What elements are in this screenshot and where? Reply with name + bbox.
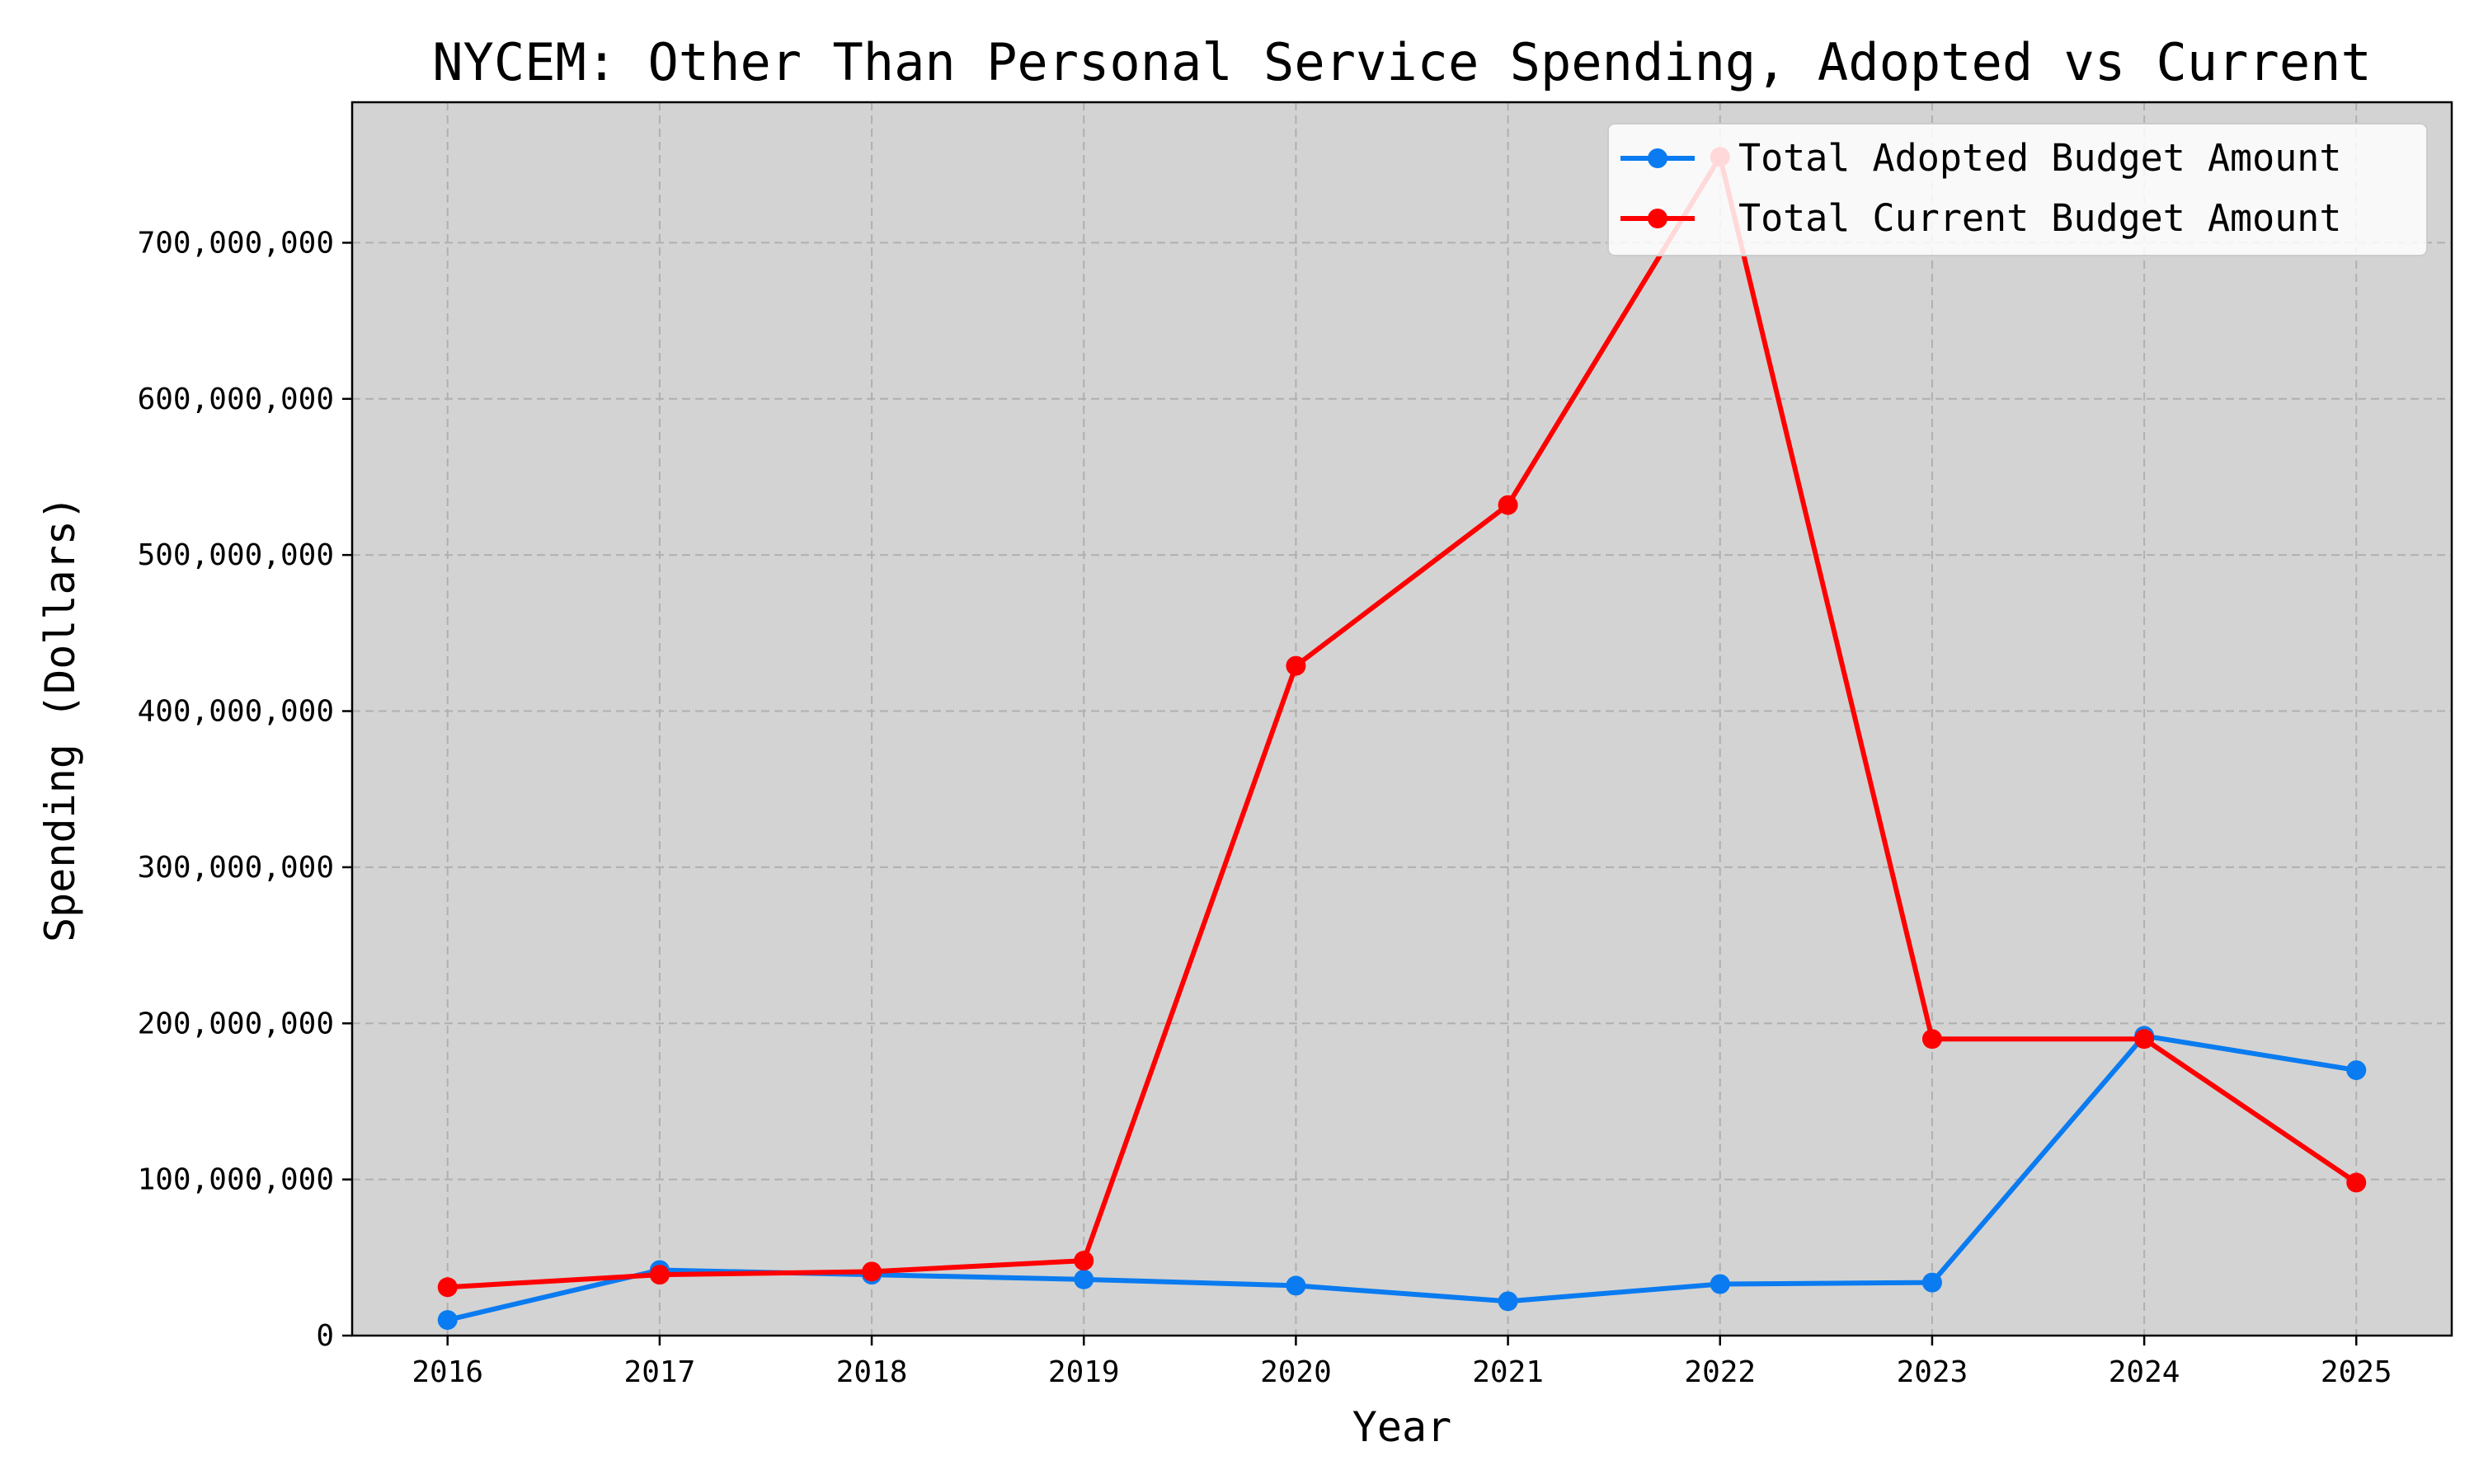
data-point: [437, 1310, 458, 1331]
legend-box: [1607, 123, 2428, 256]
data-point: [1074, 1251, 1094, 1271]
data-point: [437, 1277, 458, 1298]
data-point: [2346, 1060, 2367, 1081]
data-point: [1498, 495, 1518, 515]
data-point: [2134, 1029, 2155, 1050]
y-tick-label: 700,000,000: [138, 226, 334, 260]
x-tick-label: 2025: [2321, 1355, 2392, 1389]
legend-label-current: Total Current Budget Amount: [1738, 196, 2342, 240]
x-tick-label: 2020: [1260, 1355, 1332, 1389]
series-line-1: [447, 154, 2358, 1290]
y-tick-label: 400,000,000: [138, 695, 334, 729]
y-tick-label: 0: [316, 1319, 334, 1353]
legend-label-adopted: Total Adopted Budget Amount: [1738, 136, 2342, 180]
data-point: [1286, 655, 1306, 676]
x-axis-label: Year: [1352, 1403, 1451, 1451]
y-tick-label: 100,000,000: [138, 1163, 334, 1197]
data-point: [1286, 1275, 1306, 1296]
x-tick-label: 2017: [624, 1355, 696, 1389]
y-tick-label: 200,000,000: [138, 1007, 334, 1040]
data-point: [862, 1261, 882, 1282]
chart-title: NYCEM: Other Than Personal Service Spend…: [432, 32, 2372, 92]
x-tick-label: 2019: [1048, 1355, 1120, 1389]
data-point: [1498, 1291, 1518, 1312]
data-point: [1710, 1274, 1730, 1294]
data-point: [1921, 1272, 1942, 1293]
legend-marker-adopted: [1648, 148, 1667, 168]
x-tick-label: 2024: [2109, 1355, 2180, 1389]
x-axis: 2016 2017 2018 2019 2020 2021 2022 2023 2024 2025: [412, 1336, 2392, 1389]
legend: Total Adopted Budget Amount Total Curren…: [1607, 123, 2428, 256]
data-point: [1074, 1269, 1094, 1289]
data-point: [1921, 1029, 1942, 1050]
y-tick-label: 300,000,000: [138, 851, 334, 885]
plot-frame: [350, 101, 2453, 1337]
y-axis-label: Spending (Dollars): [36, 495, 84, 942]
y-tick-label: 600,000,000: [138, 383, 334, 416]
x-tick-label: 2023: [1897, 1355, 1968, 1389]
y-axis: 0 100,000,000 200,000,000 300,000,000 400,00…: [138, 226, 352, 1353]
x-tick-label: 2021: [1472, 1355, 1544, 1389]
x-tick-label: 2018: [836, 1355, 908, 1389]
data-point: [649, 1265, 670, 1285]
legend-marker-current: [1648, 209, 1667, 228]
data-point: [2346, 1172, 2367, 1193]
series-layer: [437, 147, 2367, 1331]
plot-background: [352, 102, 2452, 1336]
y-tick-label: 500,000,000: [138, 538, 334, 572]
x-tick-label: 2022: [1684, 1355, 1756, 1389]
x-tick-label: 2016: [412, 1355, 483, 1389]
